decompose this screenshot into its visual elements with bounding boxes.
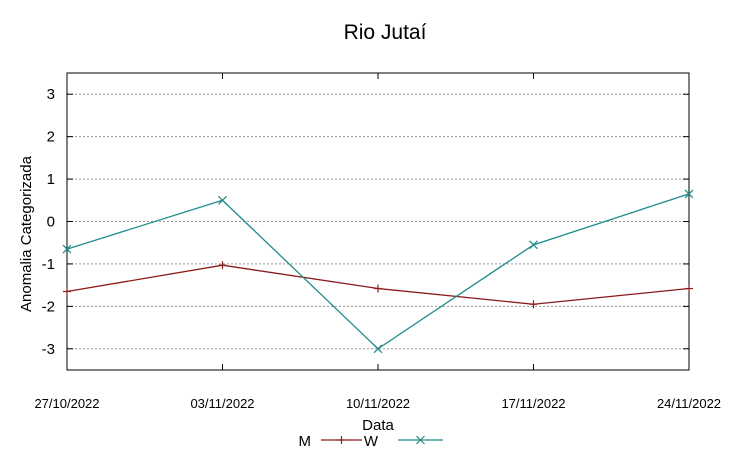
y-axis-label: Anomalia Categorizada (18, 155, 35, 312)
y-tick-label: 0 (47, 214, 55, 231)
plus-marker (63, 287, 71, 296)
plus-marker (529, 300, 538, 309)
grid-lines (67, 93, 689, 350)
y-axis-ticks: -3 -2 -1 0 1 2 3 (42, 86, 689, 358)
x-axis-ticks: 27/10/2022 03/11/2022 10/11/2022 17/11/2022… (34, 73, 721, 411)
x-tick-label: 27/10/2022 (34, 396, 99, 411)
x-axis-label: Data (362, 417, 394, 434)
y-tick-label: -3 (42, 341, 55, 358)
chart-title: Rio Jutaí (344, 21, 427, 44)
x-marker (684, 189, 694, 199)
series-layer (62, 189, 694, 354)
x-marker (416, 435, 425, 445)
x-marker (529, 240, 538, 250)
y-tick-label: -2 (42, 298, 55, 315)
y-tick-label: 3 (47, 86, 55, 103)
plus-marker (337, 436, 346, 444)
plus-marker (374, 284, 382, 293)
legend-label: M (299, 433, 312, 450)
x-tick-label: 10/11/2022 (346, 396, 410, 411)
plus-marker (685, 284, 693, 293)
y-tick-label: 1 (47, 171, 55, 188)
x-marker (62, 244, 72, 254)
x-marker (373, 344, 383, 354)
x-marker (218, 195, 227, 205)
y-tick-label: -1 (42, 256, 55, 273)
x-tick-label: 17/11/2022 (501, 396, 565, 411)
y-tick-label: 2 (47, 129, 55, 146)
x-tick-label: 24/11/2022 (657, 396, 721, 411)
x-tick-label: 03/11/2022 (190, 396, 254, 411)
plus-marker (218, 261, 227, 270)
legend-label: W (364, 433, 379, 450)
series-line-W (66, 193, 690, 350)
